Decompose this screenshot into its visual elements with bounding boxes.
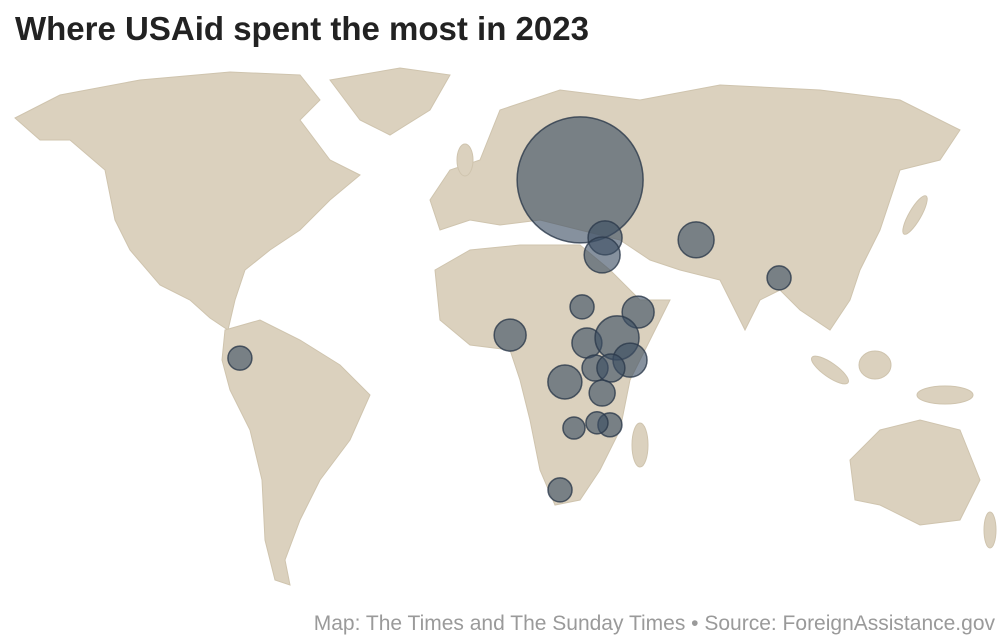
bubble	[493, 318, 527, 352]
bubble	[547, 364, 583, 400]
bubble	[677, 221, 715, 259]
bubble	[583, 236, 621, 274]
bubble	[569, 294, 595, 320]
bubbles	[227, 116, 792, 503]
title: Where USAid spent the most in 2023	[15, 10, 589, 47]
bubble	[547, 477, 573, 503]
australia	[849, 419, 981, 526]
new-zealand	[983, 511, 997, 549]
madagascar	[631, 422, 649, 468]
bubble	[766, 265, 792, 291]
bubble	[596, 353, 626, 383]
source-note: Map: The Times and The Sunday Times • So…	[314, 612, 996, 635]
sumatra	[811, 355, 849, 385]
bubble	[588, 379, 616, 407]
south-america	[221, 319, 371, 586]
borneo	[858, 350, 892, 380]
bubble	[562, 416, 586, 440]
north-america	[14, 71, 361, 331]
bubble	[227, 345, 253, 371]
new-guinea	[916, 385, 974, 405]
japan	[902, 195, 928, 235]
britain	[456, 143, 474, 177]
bubble	[516, 116, 644, 244]
bubble	[585, 411, 609, 435]
greenland	[329, 67, 451, 136]
